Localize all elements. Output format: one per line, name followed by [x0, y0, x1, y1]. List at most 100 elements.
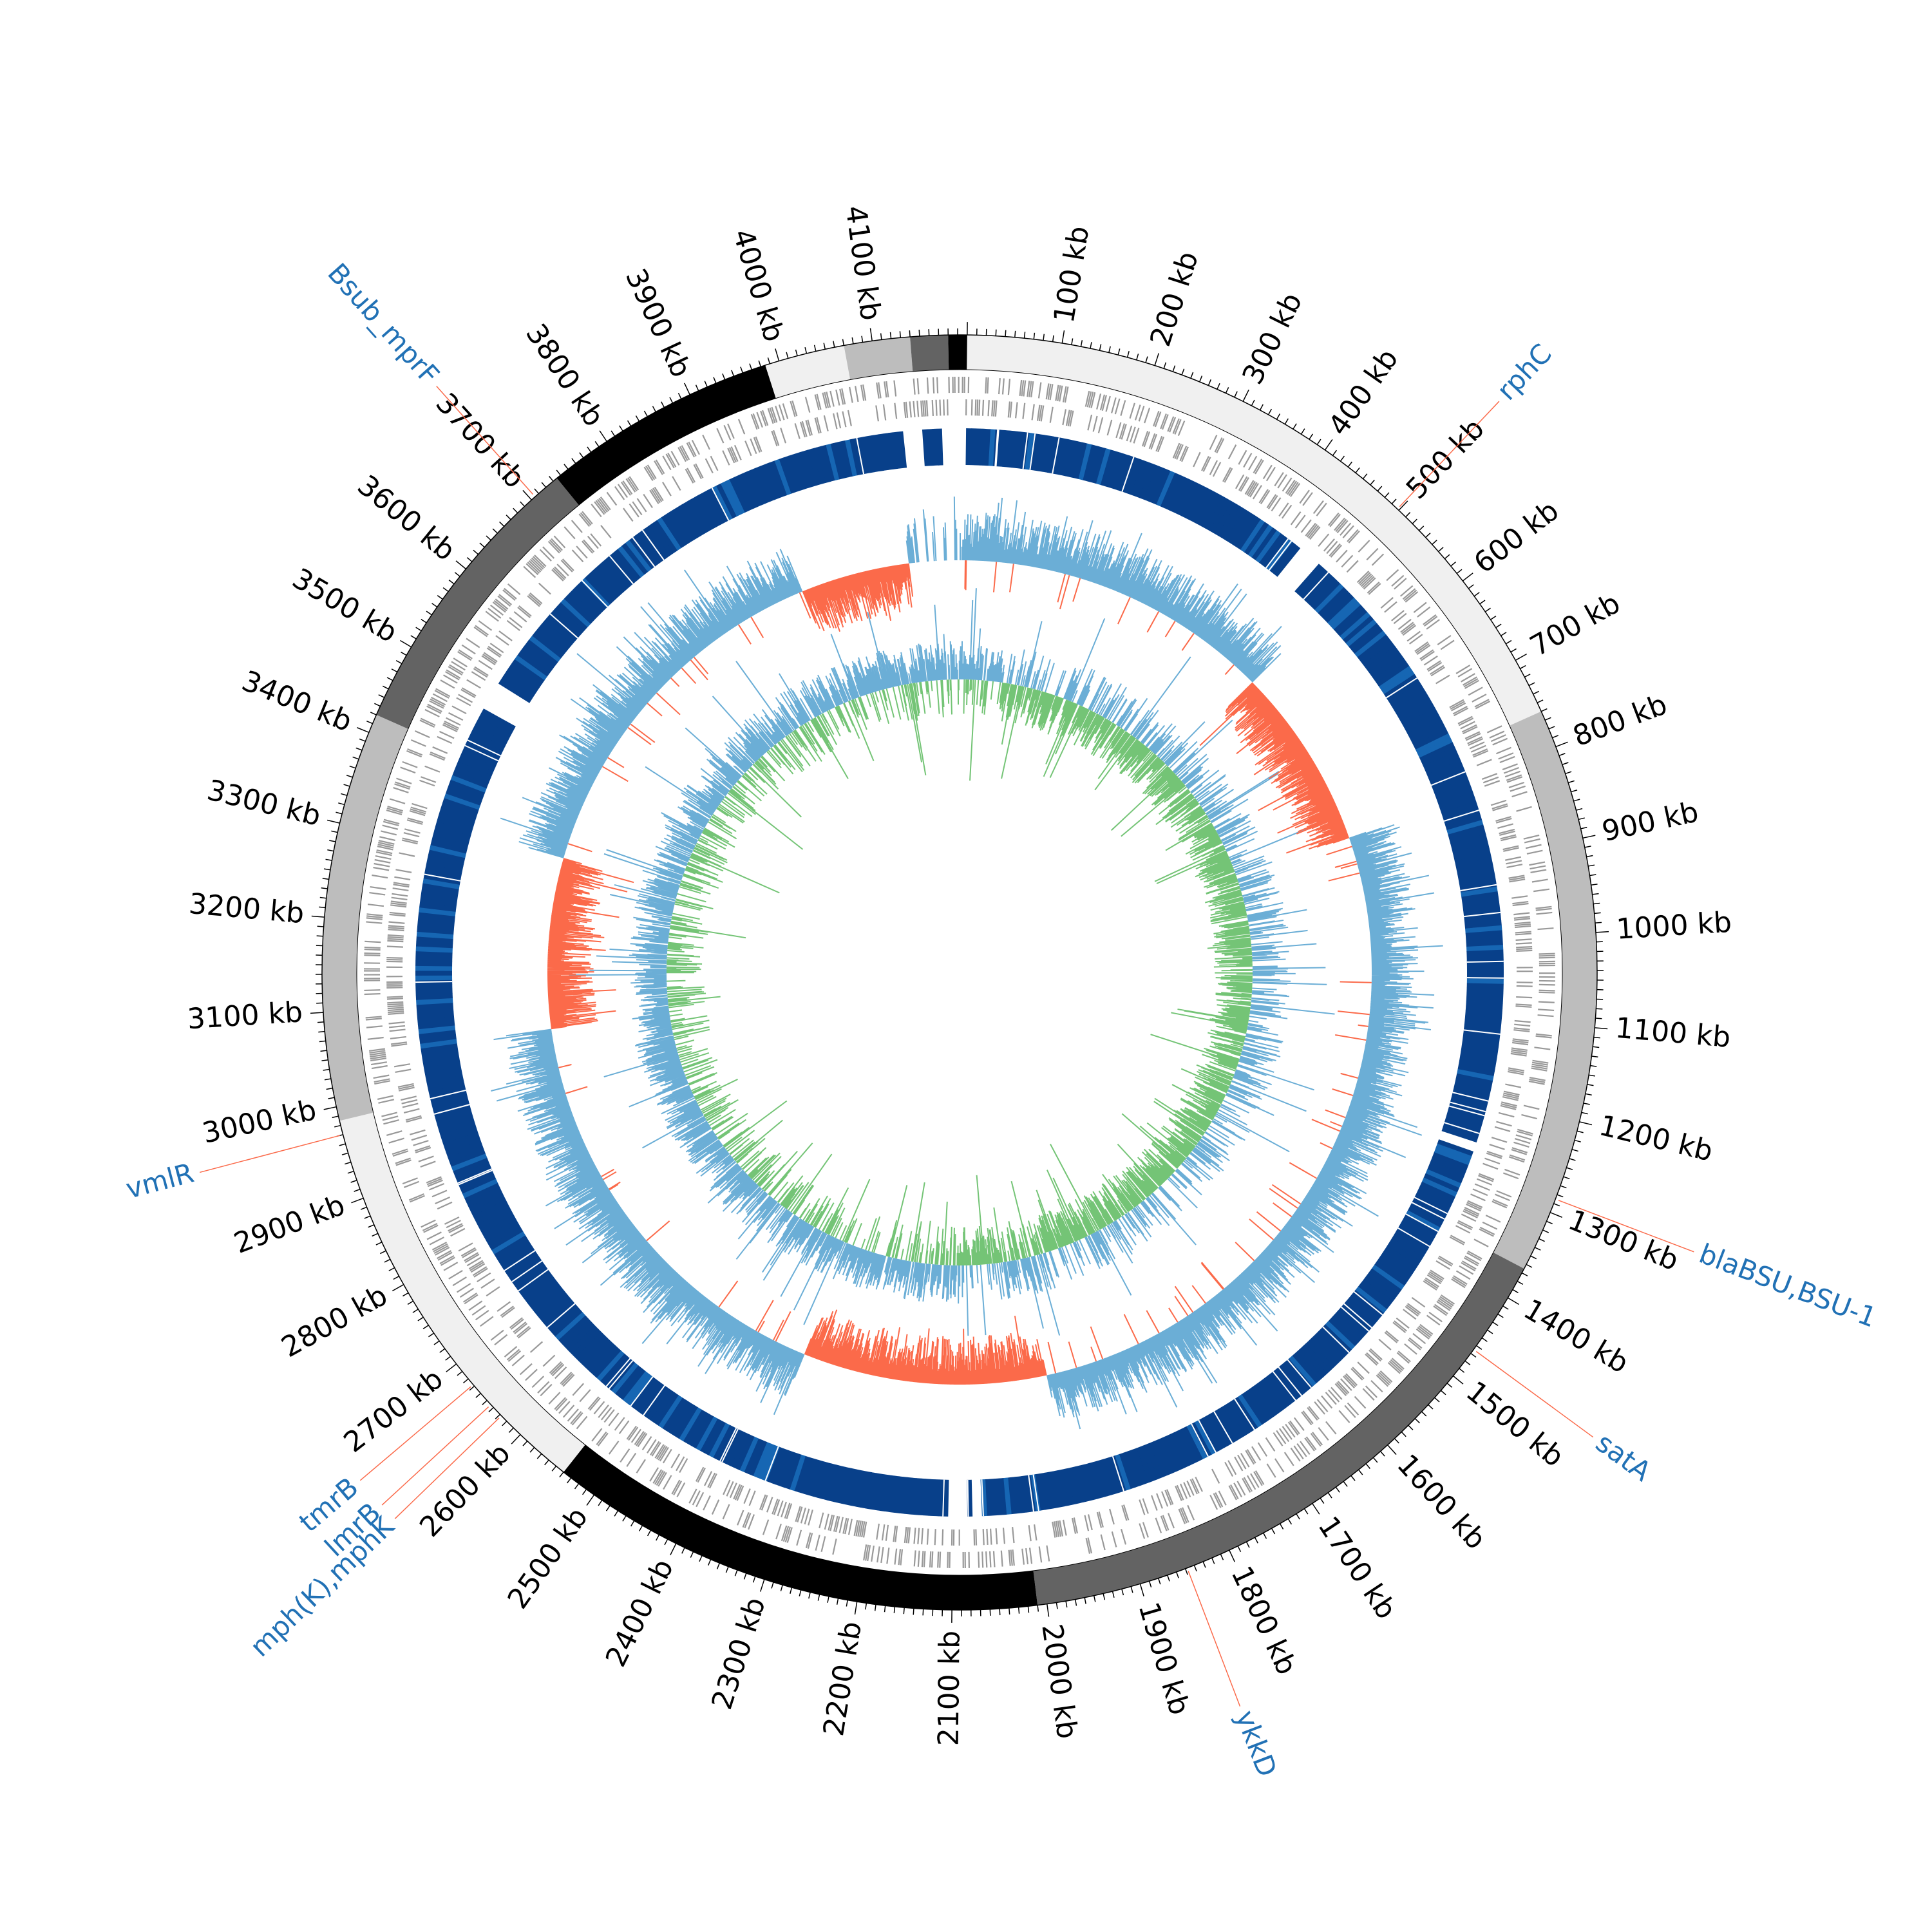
identity-block — [780, 1452, 797, 1488]
identity-block — [894, 1476, 904, 1513]
identity-block — [435, 1110, 473, 1125]
identity-block — [1321, 591, 1351, 620]
tick-label: 2100 kb — [933, 1631, 967, 1747]
identity-block — [421, 887, 459, 898]
identity-block — [415, 993, 453, 1000]
identity-block — [1308, 576, 1338, 607]
tick-label: 3400 kb — [237, 665, 356, 739]
identity-block — [493, 1235, 528, 1259]
identity-block — [1247, 524, 1273, 558]
identity-block — [1411, 724, 1446, 746]
contig-segment-7 — [556, 365, 776, 506]
identity-block — [1445, 815, 1482, 831]
identity-block — [521, 1273, 554, 1299]
identity-block — [439, 807, 477, 823]
identity-block — [1298, 1346, 1328, 1378]
identity-block — [1394, 690, 1428, 714]
identity-block — [1349, 1293, 1381, 1321]
identity-block — [1331, 601, 1361, 630]
identity-block — [1106, 1457, 1122, 1494]
identity-block — [1240, 519, 1265, 553]
identity-block — [1156, 471, 1175, 507]
identity-separators — [415, 428, 1504, 1517]
identity-block — [1446, 820, 1484, 835]
identity-block — [1202, 1416, 1225, 1450]
identity-block — [512, 1262, 545, 1287]
identity-block — [835, 441, 849, 478]
identity-block — [447, 784, 484, 802]
identity-block — [1464, 1014, 1502, 1023]
identity-block — [1448, 824, 1485, 840]
blast-identity-ring — [415, 428, 1504, 1517]
identity-block — [1056, 438, 1068, 475]
tick-label: 3700 kb — [429, 387, 531, 495]
identity-block — [428, 1083, 466, 1097]
identity-block — [1270, 542, 1297, 574]
identity-block — [625, 540, 652, 573]
identity-block — [699, 1418, 722, 1454]
identity-block — [784, 1453, 802, 1490]
outer-circle — [321, 334, 1598, 1611]
identity-block — [1213, 501, 1236, 536]
identity-block — [970, 428, 976, 466]
identity-block — [507, 1254, 540, 1279]
identity-block — [515, 1265, 549, 1291]
identity-block — [1075, 1465, 1089, 1502]
gc-content-positive — [491, 497, 1443, 1430]
identity-block — [1455, 857, 1493, 871]
identity-block — [1340, 612, 1371, 640]
identity-block — [1396, 694, 1430, 718]
identity-block — [421, 1047, 459, 1059]
identity-block — [899, 1477, 908, 1514]
identity-block — [1451, 838, 1489, 853]
identity-block — [1166, 1434, 1186, 1470]
gene-label: Bsub_mprF — [321, 257, 445, 390]
identity-block — [430, 840, 468, 854]
identity-block — [1371, 1264, 1405, 1291]
identity-block — [1025, 432, 1035, 470]
identity-block — [596, 1350, 625, 1381]
identity-block — [535, 627, 567, 655]
identity-block — [422, 878, 460, 889]
gene-tick-marks — [363, 376, 1556, 1568]
identity-block — [802, 450, 818, 487]
identity-block — [1426, 760, 1463, 779]
identity-block — [417, 1011, 454, 1020]
identity-block — [1340, 1303, 1372, 1332]
identity-block — [417, 922, 455, 931]
identity-block — [415, 960, 453, 967]
identity-block — [681, 502, 705, 536]
identity-block — [1351, 627, 1383, 654]
identity-block — [564, 594, 594, 624]
tick-label: 100 kb — [1048, 223, 1096, 325]
identity-block — [1459, 876, 1497, 889]
identity-block — [1157, 1437, 1177, 1474]
identity-block — [1092, 447, 1106, 484]
identity-block — [1149, 1441, 1168, 1477]
identity-block — [427, 854, 464, 867]
identity-block — [1057, 1469, 1070, 1507]
gc-skew-negative — [666, 679, 1253, 1266]
tick-label: 2000 kb — [1035, 1622, 1083, 1741]
identity-block — [884, 1475, 895, 1513]
identity-block — [1423, 751, 1459, 771]
identity-block — [1043, 435, 1054, 473]
identity-block — [1043, 1472, 1056, 1510]
identity-block — [883, 433, 894, 470]
identity-block — [1459, 1056, 1497, 1067]
identity-block — [1021, 1475, 1031, 1513]
contig-inner-circle — [356, 369, 1563, 1576]
identity-block — [1389, 1238, 1424, 1262]
identity-block — [1066, 1467, 1079, 1505]
identity-block — [1405, 1210, 1441, 1233]
identity-block — [1333, 604, 1365, 634]
identity-block — [444, 793, 480, 810]
identity-block — [1178, 1428, 1199, 1464]
identity-block — [1466, 992, 1504, 999]
identity-block — [565, 1321, 595, 1351]
identity-block — [434, 826, 471, 840]
identity-block — [1434, 1148, 1470, 1166]
identity-block — [1214, 1408, 1238, 1443]
identity-block — [1434, 778, 1470, 796]
identity-block — [542, 1298, 574, 1326]
